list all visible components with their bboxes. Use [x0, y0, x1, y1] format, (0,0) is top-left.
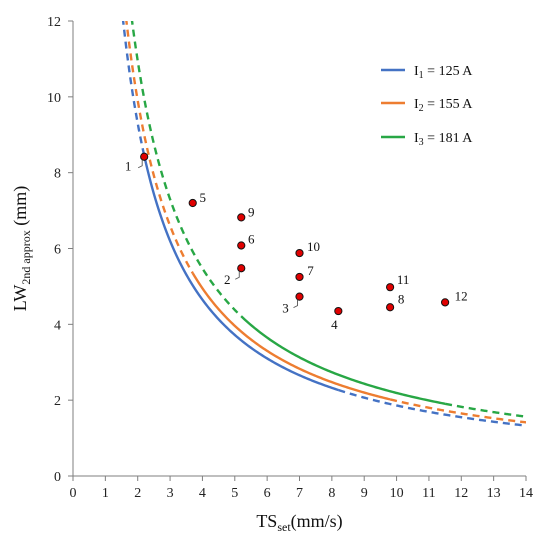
y-axis-title: LW2nd approx (mm) — [10, 186, 33, 311]
leader-line — [293, 299, 298, 309]
y-tick-label: 12 — [47, 15, 61, 30]
series-1-line — [143, 155, 339, 392]
x-tick-label: 9 — [361, 486, 368, 501]
y-tick-label: 6 — [54, 243, 61, 258]
x-tick-label: 14 — [519, 486, 533, 501]
y-tick-label: 2 — [54, 394, 61, 409]
data-point-9 — [237, 213, 246, 222]
x-tick-label: 11 — [422, 486, 435, 501]
point-label-11: 11 — [397, 272, 410, 287]
series-1-dashed-right — [337, 388, 526, 427]
x-tick-label: 3 — [167, 486, 174, 501]
x-tick-label: 12 — [454, 486, 468, 501]
data-point-5 — [188, 198, 197, 208]
data-point-3 — [295, 292, 304, 301]
point-label-2: 2 — [224, 272, 231, 287]
x-tick-label: 8 — [328, 486, 335, 501]
data-point-10 — [295, 248, 304, 258]
y-tick-label: 10 — [47, 91, 61, 106]
data-point-8 — [386, 303, 395, 312]
x-tick-label: 7 — [296, 486, 303, 501]
point-label-9: 9 — [248, 204, 255, 219]
legend-label-1: I1 = 125 A — [414, 64, 473, 81]
legend: I1 = 125 A I2 = 155 A I3 = 181 A — [381, 64, 473, 148]
x-tick-label: 10 — [390, 486, 404, 501]
point-label-8: 8 — [398, 291, 405, 306]
point-label-3: 3 — [282, 301, 289, 316]
data-point-2 — [237, 264, 246, 273]
series-1-dashed-left — [121, 21, 146, 156]
data-point-1 — [140, 152, 149, 161]
curves-layer — [121, 21, 526, 427]
data-point-6 — [237, 241, 246, 250]
x-tick-label: 1 — [102, 486, 109, 501]
point-label-12: 12 — [455, 288, 468, 303]
legend-label-3: I3 = 181 A — [414, 131, 473, 148]
x-axis-title: TSset(mm/s) — [256, 511, 342, 534]
legend-label-2: I2 = 155 A — [414, 97, 473, 114]
x-tick-label: 2 — [134, 486, 141, 501]
x-tick-label: 13 — [487, 486, 501, 501]
point-label-1: 1 — [125, 159, 132, 174]
series-3-dashed-left — [130, 21, 243, 318]
x-tick-label: 4 — [199, 486, 206, 501]
data-point-12 — [441, 298, 450, 307]
point-label-6: 6 — [248, 231, 255, 246]
series-3-dashed-right — [444, 402, 526, 418]
x-tick-label: 5 — [231, 486, 238, 501]
series-2-dashed-left — [125, 21, 194, 274]
point-label-7: 7 — [307, 263, 314, 278]
series-2-line — [191, 272, 391, 401]
series-3-line — [240, 315, 446, 405]
x-tick-label: 6 — [264, 486, 271, 501]
point-label-5: 5 — [199, 190, 206, 205]
data-point-11 — [386, 283, 395, 292]
series-2-dashed-right — [389, 398, 526, 424]
point-label-4: 4 — [331, 317, 338, 332]
y-tick-label: 0 — [54, 470, 61, 485]
data-point-4 — [334, 306, 343, 316]
leader-line — [235, 271, 240, 280]
leader-line — [137, 159, 143, 169]
point-label-10: 10 — [307, 239, 320, 254]
y-tick-label: 4 — [54, 318, 61, 333]
data-point-7 — [295, 272, 304, 282]
y-tick-label: 8 — [54, 167, 61, 182]
x-tick-label: 0 — [70, 486, 77, 501]
